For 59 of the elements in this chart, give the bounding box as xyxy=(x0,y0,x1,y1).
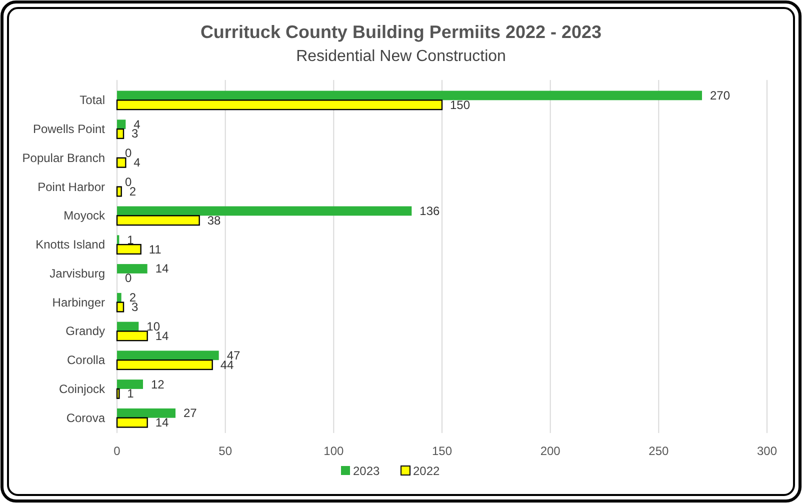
data-label: 1 xyxy=(127,232,134,247)
chart-subtitle: Residential New Construction xyxy=(296,48,506,65)
y-tick-label: Knotts Island xyxy=(36,238,105,252)
bar xyxy=(116,244,142,255)
bar xyxy=(117,380,143,389)
bar xyxy=(116,417,148,428)
data-label: 3 xyxy=(132,300,138,314)
x-tick-label: 50 xyxy=(218,444,232,458)
bar xyxy=(116,100,443,110)
bar xyxy=(116,128,124,140)
x-tick-label: 100 xyxy=(324,444,344,458)
data-label: 27 xyxy=(184,406,198,420)
y-tick-label: Powells Point xyxy=(32,122,106,136)
y-tick-label: Point Harbor xyxy=(38,180,105,194)
bar xyxy=(116,330,148,342)
y-tick-label: Moyock xyxy=(64,208,106,223)
bar xyxy=(117,322,139,332)
chart-title: Currituck County Building Permiits 2022 - 2023 xyxy=(200,22,602,42)
x-tick-label: 200 xyxy=(540,444,561,458)
data-label: 38 xyxy=(207,213,222,228)
data-label: 0 xyxy=(125,271,132,286)
legend-label: 2023 xyxy=(353,464,380,478)
y-tick-label: Harbinger xyxy=(52,295,105,310)
data-label: 11 xyxy=(148,242,162,256)
y-tick-label: Jarvisburg xyxy=(50,266,105,280)
data-label: 2 xyxy=(129,184,136,198)
bar xyxy=(117,206,412,216)
data-label: 12 xyxy=(151,377,165,392)
data-label: 0 xyxy=(125,146,132,160)
y-tick-label: Grandy xyxy=(66,324,105,338)
data-label: 150 xyxy=(450,98,470,112)
bar xyxy=(117,408,176,418)
bar xyxy=(116,359,213,370)
data-label: 136 xyxy=(420,204,440,218)
bar xyxy=(116,186,122,197)
bar xyxy=(117,90,702,100)
y-tick-label: Corova xyxy=(66,410,106,425)
bar xyxy=(116,302,124,312)
y-tick-label: Coinjock xyxy=(58,382,106,396)
y-tick-label: Corolla xyxy=(66,353,106,368)
bar xyxy=(117,120,126,130)
x-tick-label: 0 xyxy=(114,444,121,458)
bar xyxy=(117,292,122,302)
bar xyxy=(116,215,200,226)
data-label: 4 xyxy=(134,156,141,170)
y-tick-label: Popular Branch xyxy=(22,150,105,165)
y-tick-label: Total xyxy=(80,93,105,108)
data-label: 14 xyxy=(155,262,170,276)
bar xyxy=(117,264,148,274)
data-label: 1 xyxy=(127,386,134,401)
bar xyxy=(116,157,126,168)
x-tick-label: 300 xyxy=(756,444,778,458)
data-label: 14 xyxy=(155,416,170,430)
data-label: 270 xyxy=(710,88,730,102)
legend-label: 2022 xyxy=(413,464,440,478)
bar xyxy=(117,350,219,360)
bar xyxy=(116,388,120,399)
x-tick-label: 150 xyxy=(432,444,452,458)
x-tick-label: 250 xyxy=(648,444,669,458)
